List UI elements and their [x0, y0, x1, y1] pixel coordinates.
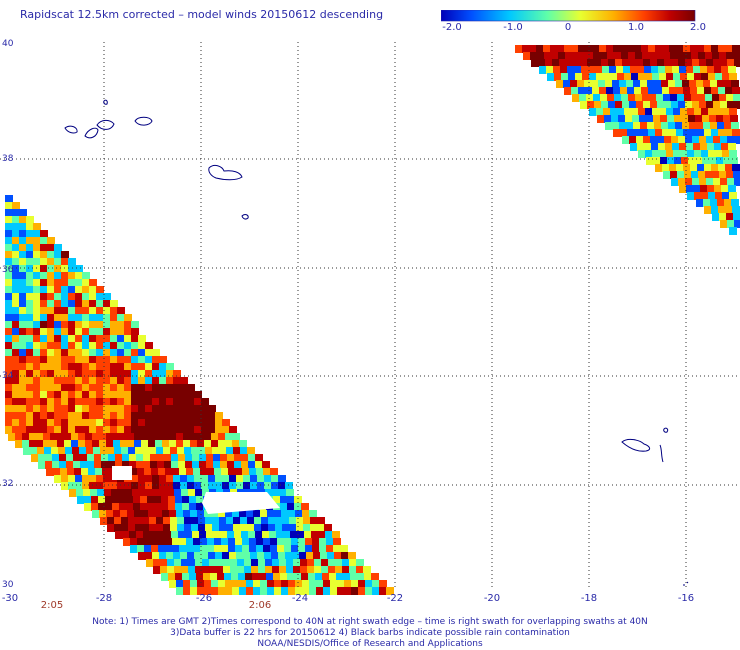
graticule: [0, 42, 740, 590]
colorbar-tick-label: -2.0: [442, 22, 462, 33]
colorbar: [441, 10, 696, 22]
swath-data-gaps: [112, 466, 280, 514]
lon-label: -28: [95, 593, 113, 604]
swath-time-label: 2:05: [40, 600, 64, 611]
lat-label: 40: [2, 39, 14, 49]
colorbar-tick-label: 0: [564, 22, 572, 33]
lon-label: -20: [483, 593, 501, 604]
lon-label: -30: [1, 593, 19, 604]
swath-time-label: 2:06: [248, 600, 272, 611]
swath-right: [515, 45, 740, 235]
lon-label: -18: [580, 593, 598, 604]
lon-label: -22: [386, 593, 404, 604]
lon-label: -24: [291, 593, 309, 604]
colorbar-tick-label: -1.0: [503, 22, 523, 33]
lat-label: 30: [2, 580, 14, 590]
lat-label: 36: [2, 265, 14, 275]
colorbar-tick-label: 1.0: [628, 22, 644, 33]
figure-title: Rapidscat 12.5km corrected – model winds…: [20, 8, 384, 21]
lat-label: 38: [2, 154, 14, 164]
footnotes: Note: 1) Times are GMT 2)Times correspon…: [0, 617, 740, 650]
lat-label: 34: [2, 371, 14, 381]
footnote-line: 3)Data buffer is 22 hrs for 20150612 4) …: [170, 628, 570, 638]
lon-label: -26: [195, 593, 213, 604]
footnote-line: NOAA/NESDIS/Office of Research and Appli…: [257, 639, 483, 649]
lat-label: 32: [2, 479, 14, 489]
swath-left: [5, 195, 394, 595]
colorbar-tick-label: 2.0: [690, 22, 706, 33]
footnote-line: Note: 1) Times are GMT 2)Times correspon…: [92, 617, 648, 627]
lon-label: -16: [677, 593, 695, 604]
coastlines: [64, 99, 689, 586]
